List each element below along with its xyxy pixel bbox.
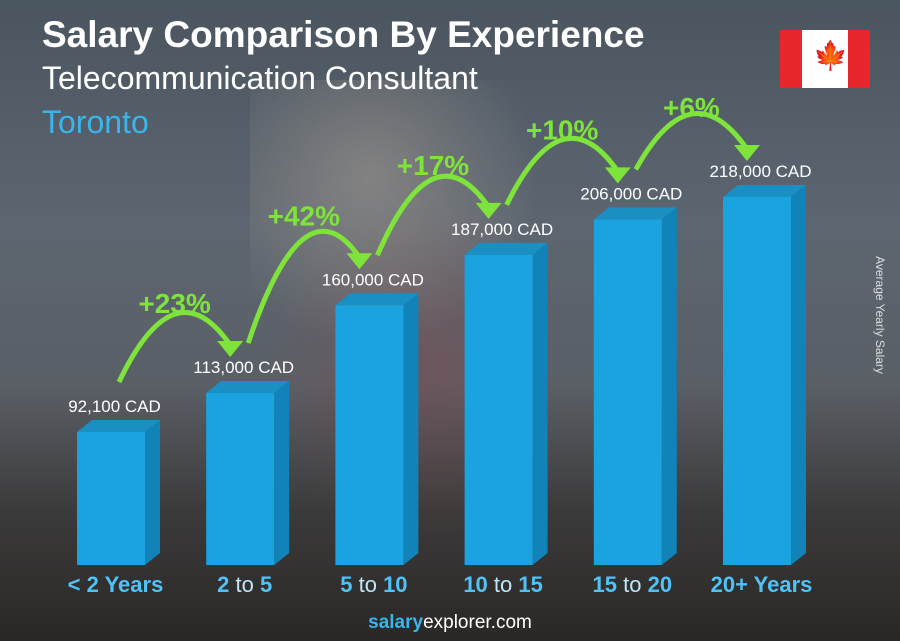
bar-side bbox=[532, 242, 548, 565]
value-label: 160,000 CAD bbox=[322, 270, 424, 289]
bar-top bbox=[723, 185, 806, 197]
bar-side bbox=[791, 185, 806, 565]
bar-side bbox=[403, 293, 419, 565]
bar-top bbox=[593, 207, 677, 220]
category-part: 15 bbox=[593, 572, 617, 597]
bar bbox=[206, 392, 275, 565]
category-part: 5 bbox=[254, 572, 272, 597]
category-part: 20+ Years bbox=[711, 572, 813, 597]
category-part: 2 bbox=[217, 572, 229, 597]
value-label: 92,100 CAD bbox=[68, 397, 161, 416]
percent-change-label: +23% bbox=[138, 288, 210, 319]
category-label: 2 to 5 bbox=[217, 572, 272, 597]
category-part: to bbox=[352, 572, 376, 597]
bar bbox=[723, 197, 791, 565]
category-label: 15 to 20 bbox=[593, 572, 673, 597]
category-part: to bbox=[617, 572, 641, 597]
category-part: 20 bbox=[641, 572, 672, 597]
category-label: < 2 Years bbox=[68, 572, 164, 597]
arrow-head-icon bbox=[346, 253, 373, 270]
brand-explorer: explorer.com bbox=[423, 612, 532, 633]
change-arrow bbox=[633, 111, 750, 171]
footer-brand[interactable]: salaryexplorer.com bbox=[0, 612, 900, 634]
bar-top bbox=[206, 380, 290, 393]
brand-salary: salary bbox=[368, 612, 424, 633]
job-title: Telecommunication Consultant bbox=[42, 60, 478, 96]
value-label: 218,000 CAD bbox=[709, 162, 811, 181]
change-arrow bbox=[116, 310, 233, 384]
bar-top bbox=[77, 420, 160, 432]
category-part: 10 bbox=[463, 572, 487, 597]
bar-top bbox=[464, 242, 548, 255]
category-label: 20+ Years bbox=[711, 572, 813, 597]
percent-change-label: +17% bbox=[397, 150, 469, 181]
percent-change-label: +6% bbox=[663, 92, 720, 123]
arrow-head-icon bbox=[734, 145, 760, 161]
category-part: 10 bbox=[377, 572, 408, 597]
canada-flag-icon: 🍁 bbox=[780, 30, 870, 88]
category-part: to bbox=[488, 572, 512, 597]
bar-side bbox=[145, 420, 160, 565]
arrow-head-icon bbox=[604, 167, 631, 184]
bar bbox=[335, 305, 404, 565]
bar-side bbox=[661, 207, 677, 565]
change-arrow bbox=[504, 135, 620, 206]
category-part: < 2 Years bbox=[68, 572, 164, 597]
category-part: 15 bbox=[512, 572, 543, 597]
bar bbox=[464, 254, 533, 565]
percent-change-label: +42% bbox=[268, 200, 340, 231]
value-label: 206,000 CAD bbox=[580, 184, 682, 203]
value-label: 113,000 CAD bbox=[193, 358, 294, 377]
category-part: 5 bbox=[340, 572, 352, 597]
change-arrow bbox=[245, 228, 362, 344]
chart-title: Salary Comparison By Experience bbox=[42, 14, 645, 55]
value-label: 187,000 CAD bbox=[451, 220, 553, 239]
city-label: Toronto bbox=[42, 104, 149, 140]
percent-change-label: +10% bbox=[526, 114, 598, 145]
category-part: to bbox=[229, 572, 253, 597]
bar-top bbox=[335, 293, 419, 306]
change-arrow bbox=[375, 173, 491, 257]
arrow-head-icon bbox=[475, 202, 502, 219]
bar-side bbox=[274, 380, 290, 565]
bar bbox=[77, 432, 145, 565]
category-label: 5 to 10 bbox=[340, 572, 407, 597]
category-label: 10 to 15 bbox=[463, 572, 543, 597]
arrow-head-icon bbox=[217, 340, 244, 357]
bar bbox=[593, 219, 662, 565]
